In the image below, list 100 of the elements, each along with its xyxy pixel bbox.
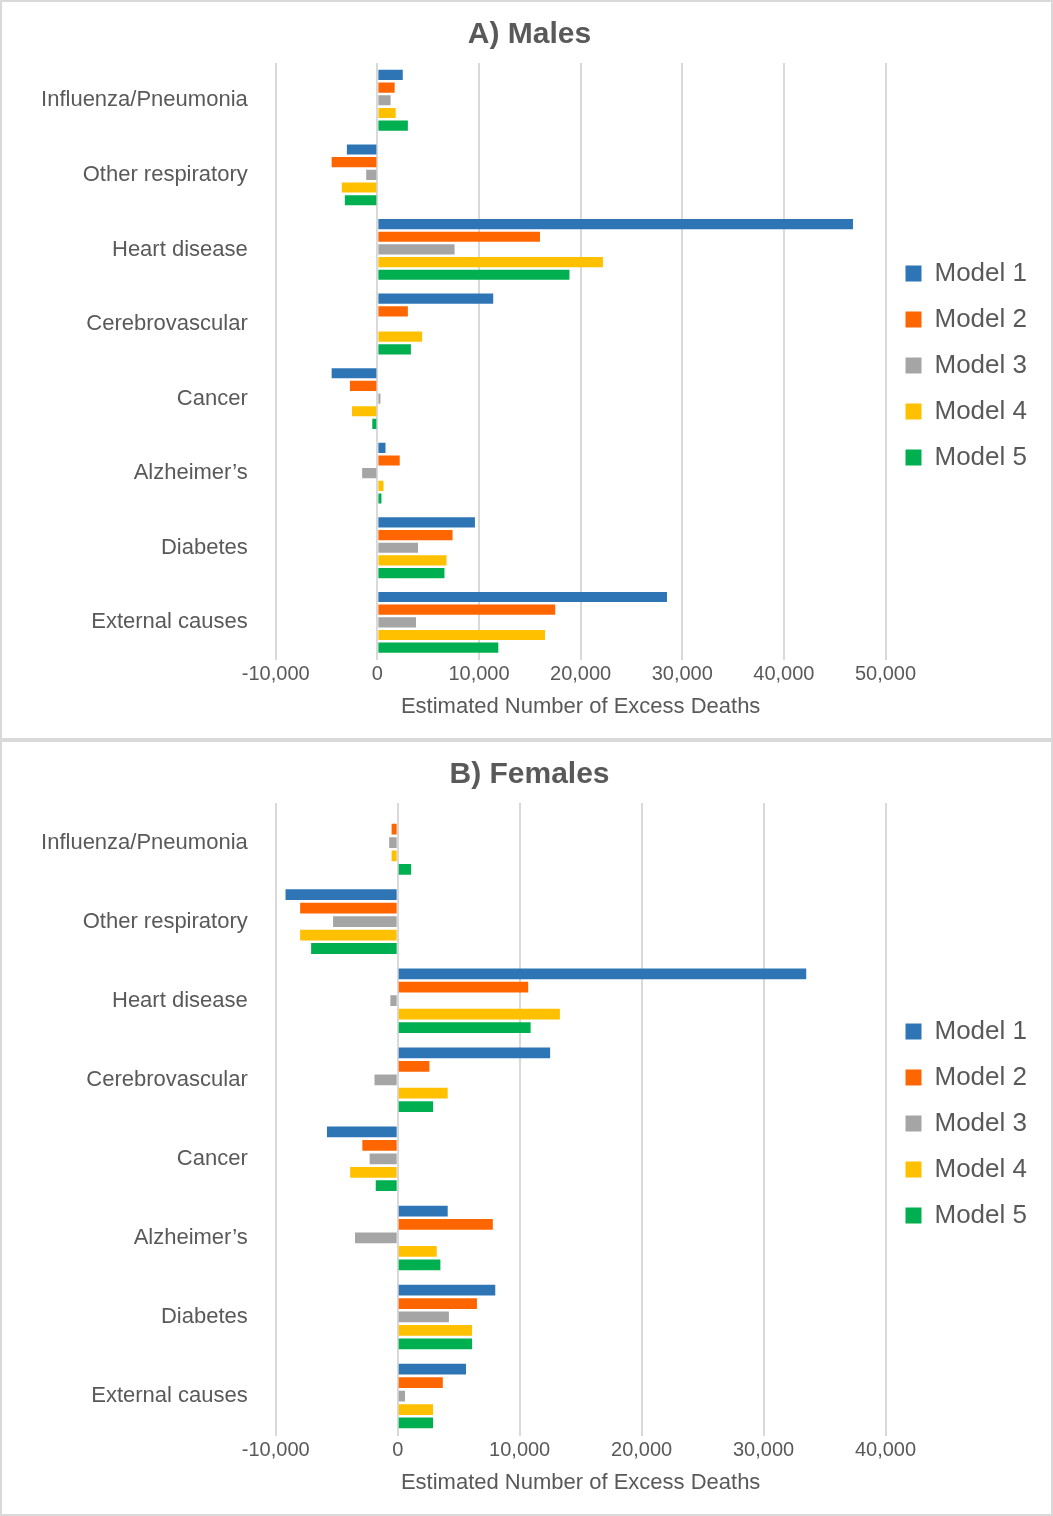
bar bbox=[378, 517, 475, 528]
bar bbox=[389, 837, 397, 848]
legend-label: Model 4 bbox=[934, 394, 1027, 425]
bar bbox=[331, 368, 377, 379]
y-tick-label: Diabetes bbox=[160, 533, 248, 559]
bar bbox=[378, 555, 447, 566]
bar bbox=[333, 916, 397, 927]
x-tick-label: -10,000 bbox=[241, 1438, 310, 1461]
bar bbox=[398, 1404, 434, 1415]
bar bbox=[378, 293, 494, 304]
x-tick-label: 40,000 bbox=[854, 1438, 917, 1461]
legend-label: Model 1 bbox=[934, 1014, 1027, 1045]
bar bbox=[378, 69, 403, 80]
bar bbox=[326, 1126, 397, 1138]
bar bbox=[362, 1140, 397, 1151]
x-tick-label: 0 bbox=[392, 1438, 404, 1461]
bar bbox=[398, 968, 807, 980]
bar bbox=[398, 1022, 531, 1033]
bar bbox=[378, 257, 603, 268]
bar bbox=[378, 629, 546, 641]
bar bbox=[374, 1074, 397, 1086]
bar bbox=[331, 157, 377, 168]
y-tick-label: Alzheimer’s bbox=[133, 1223, 248, 1249]
chart-title: B) Females bbox=[449, 756, 610, 790]
y-tick-label: Cerebrovascular bbox=[86, 310, 248, 336]
bar bbox=[378, 244, 455, 255]
bar bbox=[378, 642, 499, 653]
bar bbox=[355, 1232, 397, 1244]
x-tick-label: 10,000 bbox=[448, 662, 510, 685]
legend-label: Model 4 bbox=[934, 1152, 1027, 1183]
bar bbox=[378, 493, 382, 504]
bar bbox=[398, 1298, 477, 1309]
bar bbox=[285, 889, 397, 901]
bar bbox=[398, 981, 529, 993]
bar bbox=[391, 823, 397, 835]
bar bbox=[344, 195, 377, 206]
bar bbox=[398, 1008, 560, 1020]
bar bbox=[351, 406, 377, 417]
x-tick-label: 20,000 bbox=[611, 1438, 673, 1461]
y-tick-label: Other respiratory bbox=[82, 160, 248, 186]
y-tick-label: External causes bbox=[91, 1382, 248, 1408]
bar bbox=[398, 1259, 441, 1271]
bar bbox=[378, 591, 668, 603]
bar bbox=[375, 1180, 397, 1192]
bar bbox=[346, 144, 377, 155]
bar bbox=[398, 1417, 434, 1429]
bar bbox=[378, 604, 556, 615]
bar bbox=[378, 231, 540, 242]
y-tick-label: Cancer bbox=[176, 1144, 248, 1170]
bar bbox=[398, 1047, 551, 1059]
bar bbox=[398, 1377, 443, 1388]
bar bbox=[378, 529, 453, 541]
legend-label: Model 3 bbox=[934, 1106, 1027, 1137]
bar bbox=[378, 269, 570, 280]
bar bbox=[372, 418, 377, 430]
bar bbox=[300, 929, 397, 941]
bar bbox=[398, 1363, 466, 1375]
bar bbox=[378, 617, 416, 628]
bar bbox=[378, 542, 419, 553]
bar bbox=[369, 1153, 397, 1165]
x-tick-label: 10,000 bbox=[489, 1438, 551, 1461]
bar bbox=[378, 442, 386, 453]
y-tick-label: Heart disease bbox=[112, 986, 248, 1012]
bar bbox=[378, 393, 381, 404]
bar bbox=[378, 95, 391, 106]
bar bbox=[398, 1219, 493, 1230]
y-tick-label: Influenza/Pneumonia bbox=[41, 828, 249, 854]
legend-label: Model 5 bbox=[934, 440, 1027, 471]
legend-label: Model 2 bbox=[934, 302, 1027, 333]
x-tick-label: 20,000 bbox=[550, 662, 612, 685]
y-tick-label: External causes bbox=[91, 608, 248, 634]
x-tick-label: 40,000 bbox=[753, 662, 815, 685]
bar bbox=[391, 850, 397, 862]
y-tick-label: Diabetes bbox=[160, 1303, 248, 1329]
chart-title: A) Males bbox=[467, 16, 592, 50]
bar bbox=[378, 331, 423, 342]
x-axis-title: Estimated Number of Excess Deaths bbox=[400, 692, 761, 718]
bar bbox=[398, 1060, 430, 1072]
bar bbox=[390, 995, 397, 1007]
bar bbox=[378, 344, 411, 355]
bar bbox=[362, 468, 377, 479]
bar bbox=[341, 182, 377, 193]
y-tick-label: Heart disease bbox=[112, 235, 248, 261]
legend-label: Model 5 bbox=[934, 1198, 1027, 1229]
bar bbox=[378, 568, 445, 579]
y-tick-label: Other respiratory bbox=[82, 907, 248, 933]
bar bbox=[398, 1087, 448, 1099]
bar bbox=[398, 1205, 448, 1217]
bar bbox=[378, 107, 396, 119]
bar bbox=[300, 902, 397, 914]
bar bbox=[378, 480, 384, 491]
x-axis-title: Estimated Number of Excess Deaths bbox=[400, 1468, 761, 1494]
y-tick-label: Cancer bbox=[176, 384, 248, 410]
bar bbox=[378, 219, 853, 230]
bar bbox=[311, 943, 397, 954]
bar bbox=[378, 306, 408, 317]
x-tick-label: 30,000 bbox=[651, 662, 713, 685]
x-tick-label: 0 bbox=[371, 662, 383, 685]
y-tick-label: Cerebrovascular bbox=[86, 1065, 248, 1091]
legend-label: Model 3 bbox=[934, 348, 1027, 379]
